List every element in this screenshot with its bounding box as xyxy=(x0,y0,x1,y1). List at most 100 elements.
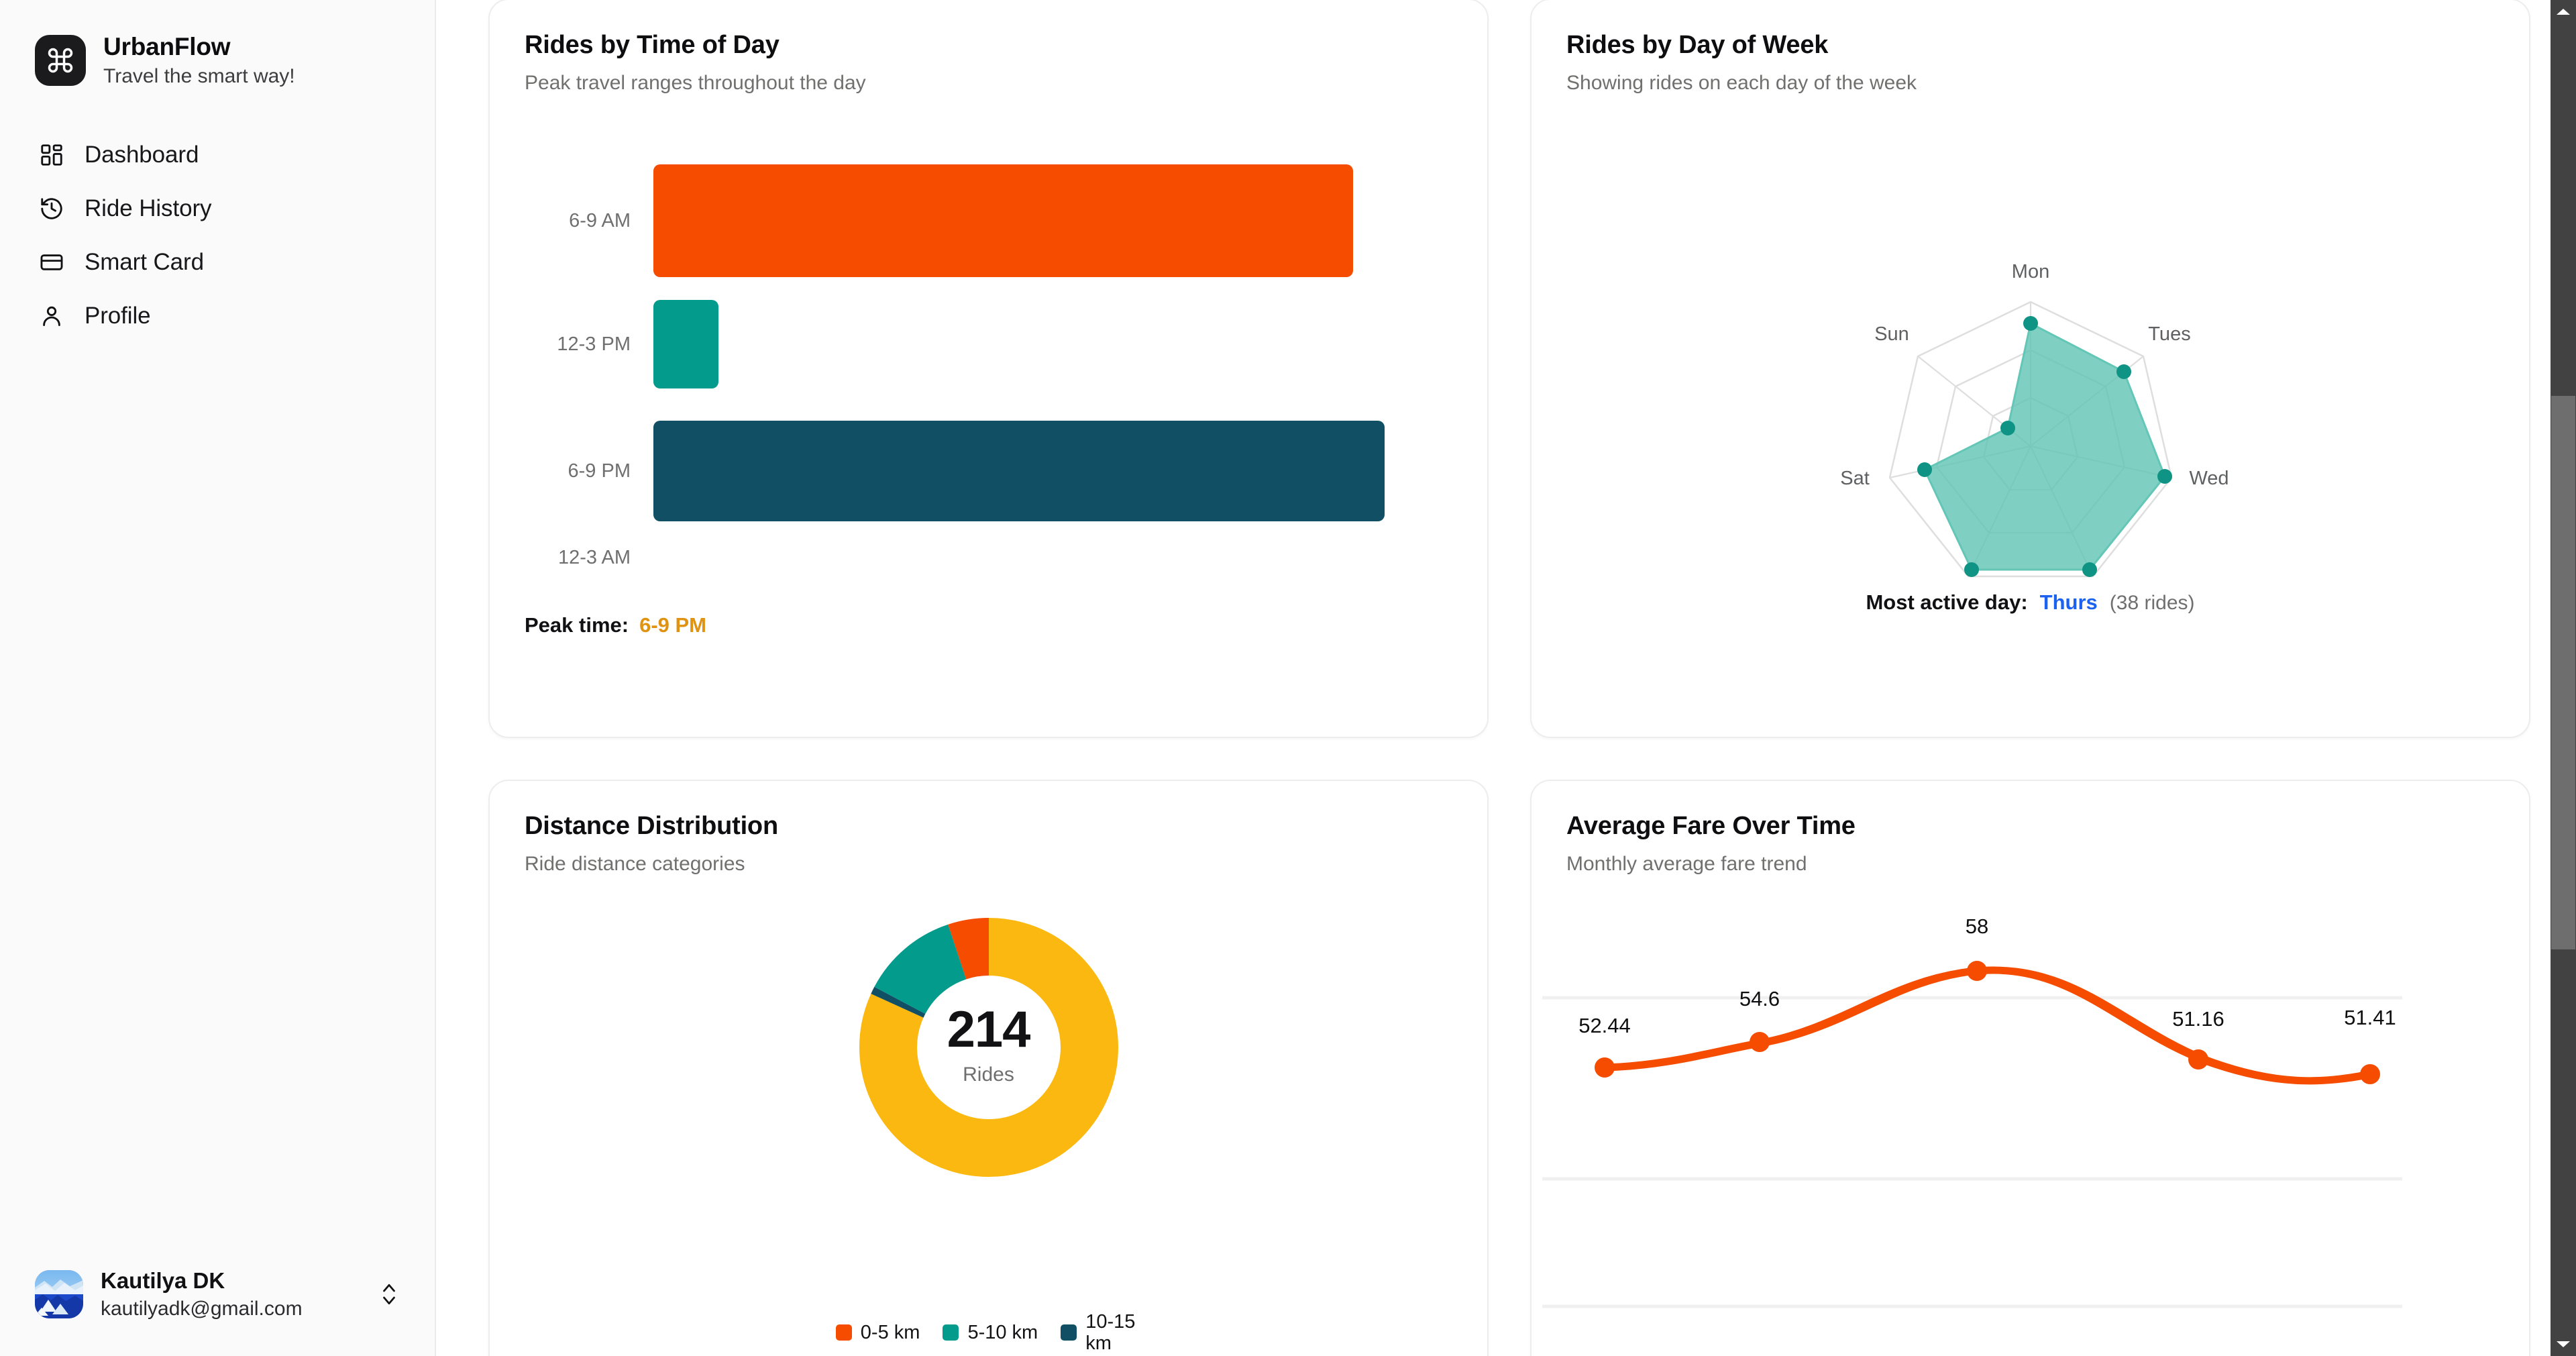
brand-tagline: Travel the smart way! xyxy=(103,64,295,87)
brand-title: UrbanFlow xyxy=(103,33,231,60)
sidebar-item-ride-history[interactable]: Ride History xyxy=(0,182,435,236)
sidebar-item-label: Ride History xyxy=(85,195,212,222)
avatar xyxy=(35,1270,83,1319)
bar-row[interactable]: 12-3 PM xyxy=(525,300,1452,388)
legend-item[interactable]: 10-15 km xyxy=(1061,1311,1141,1355)
peak-time-value: 6-9 PM xyxy=(639,613,706,637)
legend-swatch-0-5km xyxy=(835,1324,852,1341)
card-subtitle: Monthly average fare trend xyxy=(1566,853,1807,875)
sidebar-item-label: Dashboard xyxy=(85,142,199,168)
user-icon xyxy=(38,302,66,330)
most-active-day-value: Thurs xyxy=(2039,590,2098,614)
scrollbar-thumb[interactable] xyxy=(2551,396,2575,949)
card-rides-by-day-of-week: Rides by Day of Week Showing rides on ea… xyxy=(1530,0,2530,738)
bar-segment-6-9am[interactable] xyxy=(653,164,1353,277)
line-point[interactable] xyxy=(1750,1032,1770,1052)
bar-row[interactable]: 6-9 PM xyxy=(525,421,1452,521)
sidebar-item-profile[interactable]: Profile xyxy=(0,289,435,343)
bar-label: 12-3 PM xyxy=(557,333,631,355)
svg-text:52.44: 52.44 xyxy=(1578,1014,1631,1037)
bar-segment-6-9pm[interactable] xyxy=(653,421,1385,521)
radar-chart: Mon Tues Wed Thurs Fri Sat Sun xyxy=(1566,111,2494,580)
line-point[interactable] xyxy=(1595,1057,1615,1078)
radar-series-area xyxy=(1923,321,2166,571)
line-chart: 52.44 54.6 58 51.16 51.41 xyxy=(1542,898,2494,1356)
peak-time-annotation: Peak time: 6-9 PM xyxy=(525,613,706,637)
line-point[interactable] xyxy=(2188,1049,2208,1070)
bar-chart: 6-9 AM 12-3 PM 6-9 PM 12-3 AM xyxy=(525,131,1452,601)
radar-svg: Mon Tues Wed Thurs Fri Sat Sun xyxy=(1840,261,2229,578)
sidebar-spacer xyxy=(0,343,435,1267)
card-title: Rides by Day of Week xyxy=(1566,31,1829,59)
card-rides-by-time-of-day: Rides by Time of Day Peak travel ranges … xyxy=(488,0,1489,738)
sidebar-item-label: Smart Card xyxy=(85,249,204,276)
donut-chart: 214 Rides xyxy=(525,906,1452,1188)
donut-slice-0-5[interactable] xyxy=(859,918,1118,1177)
card-average-fare-over-time: Average Fare Over Time Monthly average f… xyxy=(1530,780,2530,1356)
card-subtitle: Ride distance categories xyxy=(525,853,745,875)
scrollbar-arrow-up-icon[interactable] xyxy=(2551,5,2576,17)
svg-text:54.6: 54.6 xyxy=(1739,987,1780,1010)
main-content: Rides by Time of Day Peak travel ranges … xyxy=(436,0,2576,1356)
most-active-day-label: Most active day: xyxy=(1866,590,2028,614)
svg-text:51.41: 51.41 xyxy=(2344,1006,2396,1029)
donut-legend: 0-5 km 5-10 km 10-15 km 15+ km xyxy=(525,1311,1452,1356)
line-data-points xyxy=(1595,961,2380,1084)
sidebar-item-dashboard[interactable]: Dashboard xyxy=(0,128,435,182)
legend-label: 10-15 km xyxy=(1085,1311,1136,1355)
user-email: kautilyadk@gmail.com xyxy=(101,1298,303,1320)
legend-label: 5-10 km xyxy=(967,1322,1038,1344)
svg-text:Mon: Mon xyxy=(2011,261,2049,282)
legend-swatch-10-15km xyxy=(1061,1324,1077,1341)
layout-dashboard-icon xyxy=(38,141,66,169)
bar-label: 12-3 AM xyxy=(558,547,631,568)
legend-label: 0-5 km xyxy=(860,1322,920,1344)
bar-row[interactable]: 6-9 AM xyxy=(525,164,1452,277)
card-title: Distance Distribution xyxy=(525,812,778,840)
most-active-day-annotation: Most active day: Thurs (38 rides) xyxy=(1532,590,2529,615)
card-title: Average Fare Over Time xyxy=(1566,812,1856,840)
legend-swatch-5-10km xyxy=(943,1324,959,1341)
scrollbar-arrow-down-icon[interactable] xyxy=(2551,1339,2576,1351)
user-name: Kautilya DK xyxy=(101,1268,225,1294)
line-point[interactable] xyxy=(1967,961,1987,981)
bar-segment-12-3pm[interactable] xyxy=(653,300,718,388)
sidebar-item-label: Profile xyxy=(85,303,151,329)
bar-label: 6-9 AM xyxy=(569,209,631,231)
card-distance-distribution: Distance Distribution Ride distance cate… xyxy=(488,780,1489,1356)
svg-text:Tues: Tues xyxy=(2148,323,2190,345)
radar-points xyxy=(1917,316,2172,577)
bar-label: 6-9 PM xyxy=(568,460,631,482)
card-title: Rides by Time of Day xyxy=(525,31,780,59)
line-gridlines xyxy=(1542,996,2402,1308)
sidebar-nav: Dashboard Ride History Smart Card xyxy=(0,128,435,343)
svg-text:Sat: Sat xyxy=(1840,468,1870,489)
chevrons-up-down-icon[interactable] xyxy=(374,1275,404,1313)
card-subtitle: Peak travel ranges throughout the day xyxy=(525,72,866,94)
dashboard-grid: Rides by Time of Day Peak travel ranges … xyxy=(436,0,2576,1356)
line-svg: 52.44 54.6 58 51.16 51.41 xyxy=(1542,915,2402,1308)
sidebar: UrbanFlow Travel the smart way! Dashboar… xyxy=(0,0,436,1356)
brand-block[interactable]: UrbanFlow Travel the smart way! xyxy=(0,0,435,88)
line-series-path xyxy=(1597,966,2377,1085)
svg-text:Sun: Sun xyxy=(1874,323,1909,345)
line-point[interactable] xyxy=(2360,1064,2380,1084)
svg-text:51.16: 51.16 xyxy=(2172,1007,2224,1031)
bar-row[interactable]: 12-3 AM xyxy=(525,547,1452,569)
legend-item[interactable]: 5-10 km xyxy=(943,1322,1038,1343)
donut-svg xyxy=(859,918,1118,1177)
most-active-day-count: (38 rides) xyxy=(2109,592,2195,614)
peak-time-label: Peak time: xyxy=(525,613,629,637)
vertical-scrollbar[interactable] xyxy=(2551,0,2576,1356)
legend-item[interactable]: 0-5 km xyxy=(835,1322,920,1344)
svg-text:58: 58 xyxy=(1966,915,1988,938)
card-subtitle: Showing rides on each day of the week xyxy=(1566,72,1917,94)
radar-axis-labels: Mon Tues Wed Thurs Fri Sat Sun xyxy=(1840,261,2229,489)
history-clock-icon xyxy=(38,195,66,223)
sidebar-item-smart-card[interactable]: Smart Card xyxy=(0,236,435,289)
line-point-labels: 52.44 54.6 58 51.16 51.41 xyxy=(1578,915,2396,1037)
user-account-switcher[interactable]: Kautilya DK kautilyadk@gmail.com xyxy=(0,1267,435,1356)
credit-card-icon xyxy=(38,248,66,276)
svg-text:Wed: Wed xyxy=(2189,468,2229,489)
